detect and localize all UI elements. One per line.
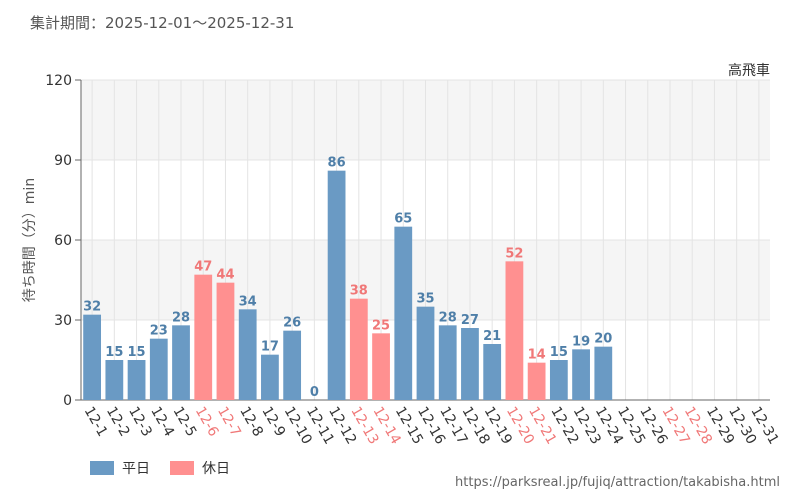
bar-value-label: 15 [128,345,146,360]
bar-value-label: 34 [239,294,257,309]
source-url: https://parksreal.jp/fujiq/attraction/ta… [455,475,780,490]
bar [172,325,190,400]
bar [216,282,235,400]
bar [261,354,279,400]
bar-value-label: 35 [416,292,434,307]
period-range: 2025-12-01〜2025-12-31 [105,14,295,32]
bar-value-label: 17 [261,340,279,355]
bar-value-label: 28 [172,310,190,325]
bar-value-label: 44 [216,268,234,283]
bar-value-label: 28 [439,310,457,325]
chart-title: 高飛車 [728,62,770,79]
bar-value-label: 26 [283,316,301,331]
bar [149,338,168,400]
y-axis-title: 待ち時間（分）min [22,178,38,302]
bar-value-label: 0 [310,385,319,400]
bar [505,261,524,400]
legend-item-holiday: 休日 [170,458,230,478]
y-tick-label: 0 [63,393,72,409]
period-header: 集計期間：2025-12-01〜2025-12-31 [30,12,294,33]
bar [572,349,590,400]
bar-value-label: 25 [372,318,390,333]
y-tick-label: 120 [45,73,72,89]
bar [438,325,457,400]
bar-value-label: 20 [594,332,612,347]
legend-swatch-weekday [90,461,114,475]
y-tick-label: 30 [54,313,72,329]
bar-value-label: 14 [528,348,546,363]
bar [527,362,546,400]
legend-swatch-holiday [170,461,194,475]
bar-value-label: 32 [83,300,101,315]
bar [327,170,346,400]
chart-legend: 平日 休日 [90,458,230,478]
bar-value-label: 65 [394,212,412,227]
bar [549,360,568,400]
bar [416,306,435,400]
legend-label-holiday: 休日 [202,461,230,477]
bar [349,298,368,400]
bar-value-label: 47 [194,260,212,275]
bar [83,314,102,400]
bar [461,328,479,400]
y-tick-label: 60 [54,233,72,249]
bar-value-label: 15 [550,345,568,360]
bar-value-label: 38 [350,284,368,299]
bar [594,346,613,400]
period-label: 集計期間： [30,14,106,32]
bar-value-label: 19 [572,334,590,349]
bar-value-label: 52 [505,246,523,261]
bar [127,360,146,400]
bar [372,333,390,400]
bar-value-label: 27 [461,313,479,328]
bar [283,330,302,400]
bar [105,360,124,400]
bar-value-label: 86 [328,156,346,171]
bar-value-label: 15 [105,345,123,360]
bar-value-label: 23 [150,324,168,339]
bar-value-label: 21 [483,329,501,344]
bar [394,226,413,400]
bar [238,309,257,400]
bar [483,344,502,400]
bar [194,274,213,400]
legend-item-weekday: 平日 [90,458,150,478]
y-tick-label: 90 [54,153,72,169]
legend-label-weekday: 平日 [122,461,150,477]
